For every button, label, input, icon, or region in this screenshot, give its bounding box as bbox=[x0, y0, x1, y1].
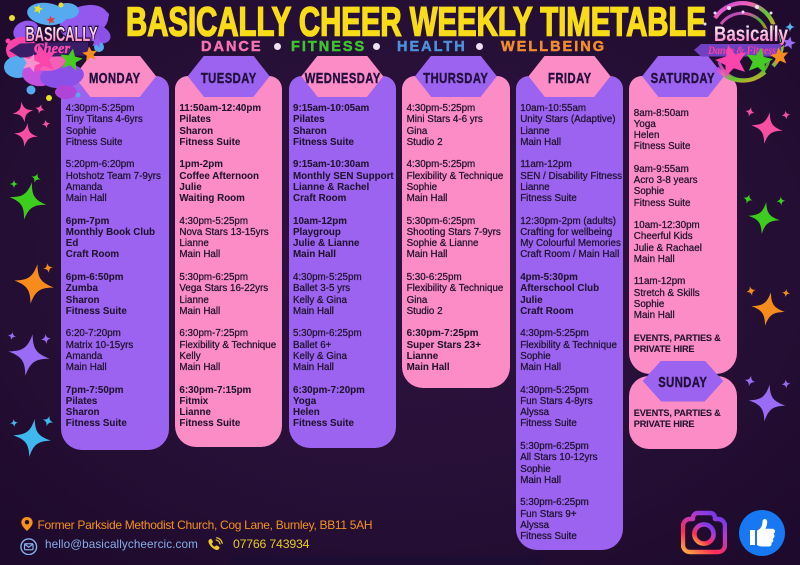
svg-text:BASICALLY CHEER WEEKLY TIMETAB: BASICALLY CHEER WEEKLY TIMETABLE bbox=[126, 0, 706, 45]
svg-text:BASICALLY: BASICALLY bbox=[26, 24, 98, 46]
svg-text:Basically: Basically bbox=[714, 23, 788, 46]
